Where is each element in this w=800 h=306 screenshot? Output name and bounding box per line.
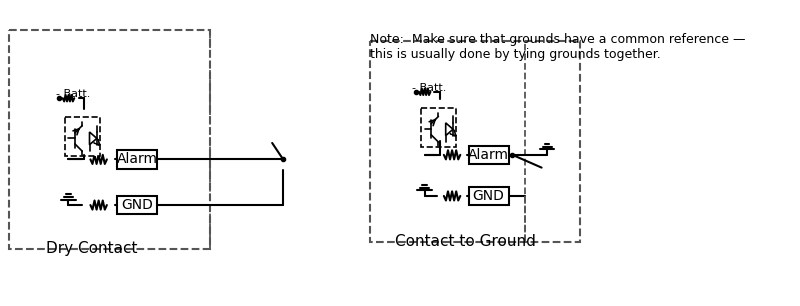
Text: Alarm: Alarm	[117, 152, 158, 166]
Text: GND: GND	[121, 198, 153, 212]
Text: Note:  Make sure that grounds have a common reference —
this is usually done by : Note: Make sure that grounds have a comm…	[370, 33, 746, 62]
Bar	[117, 196, 157, 214]
Bar	[65, 118, 99, 156]
Text: Dry Contact: Dry Contact	[46, 241, 137, 256]
Text: - Batt.: - Batt.	[412, 83, 446, 93]
Text: Contact to Ground: Contact to Ground	[395, 234, 536, 249]
Bar	[469, 146, 509, 164]
Bar	[117, 150, 157, 169]
Text: - Batt.: - Batt.	[56, 89, 90, 99]
Text: GND: GND	[473, 189, 505, 203]
Text: Alarm: Alarm	[468, 148, 509, 162]
Bar	[9, 30, 210, 249]
Bar	[421, 108, 456, 147]
Bar	[469, 187, 509, 205]
Bar	[370, 41, 580, 242]
